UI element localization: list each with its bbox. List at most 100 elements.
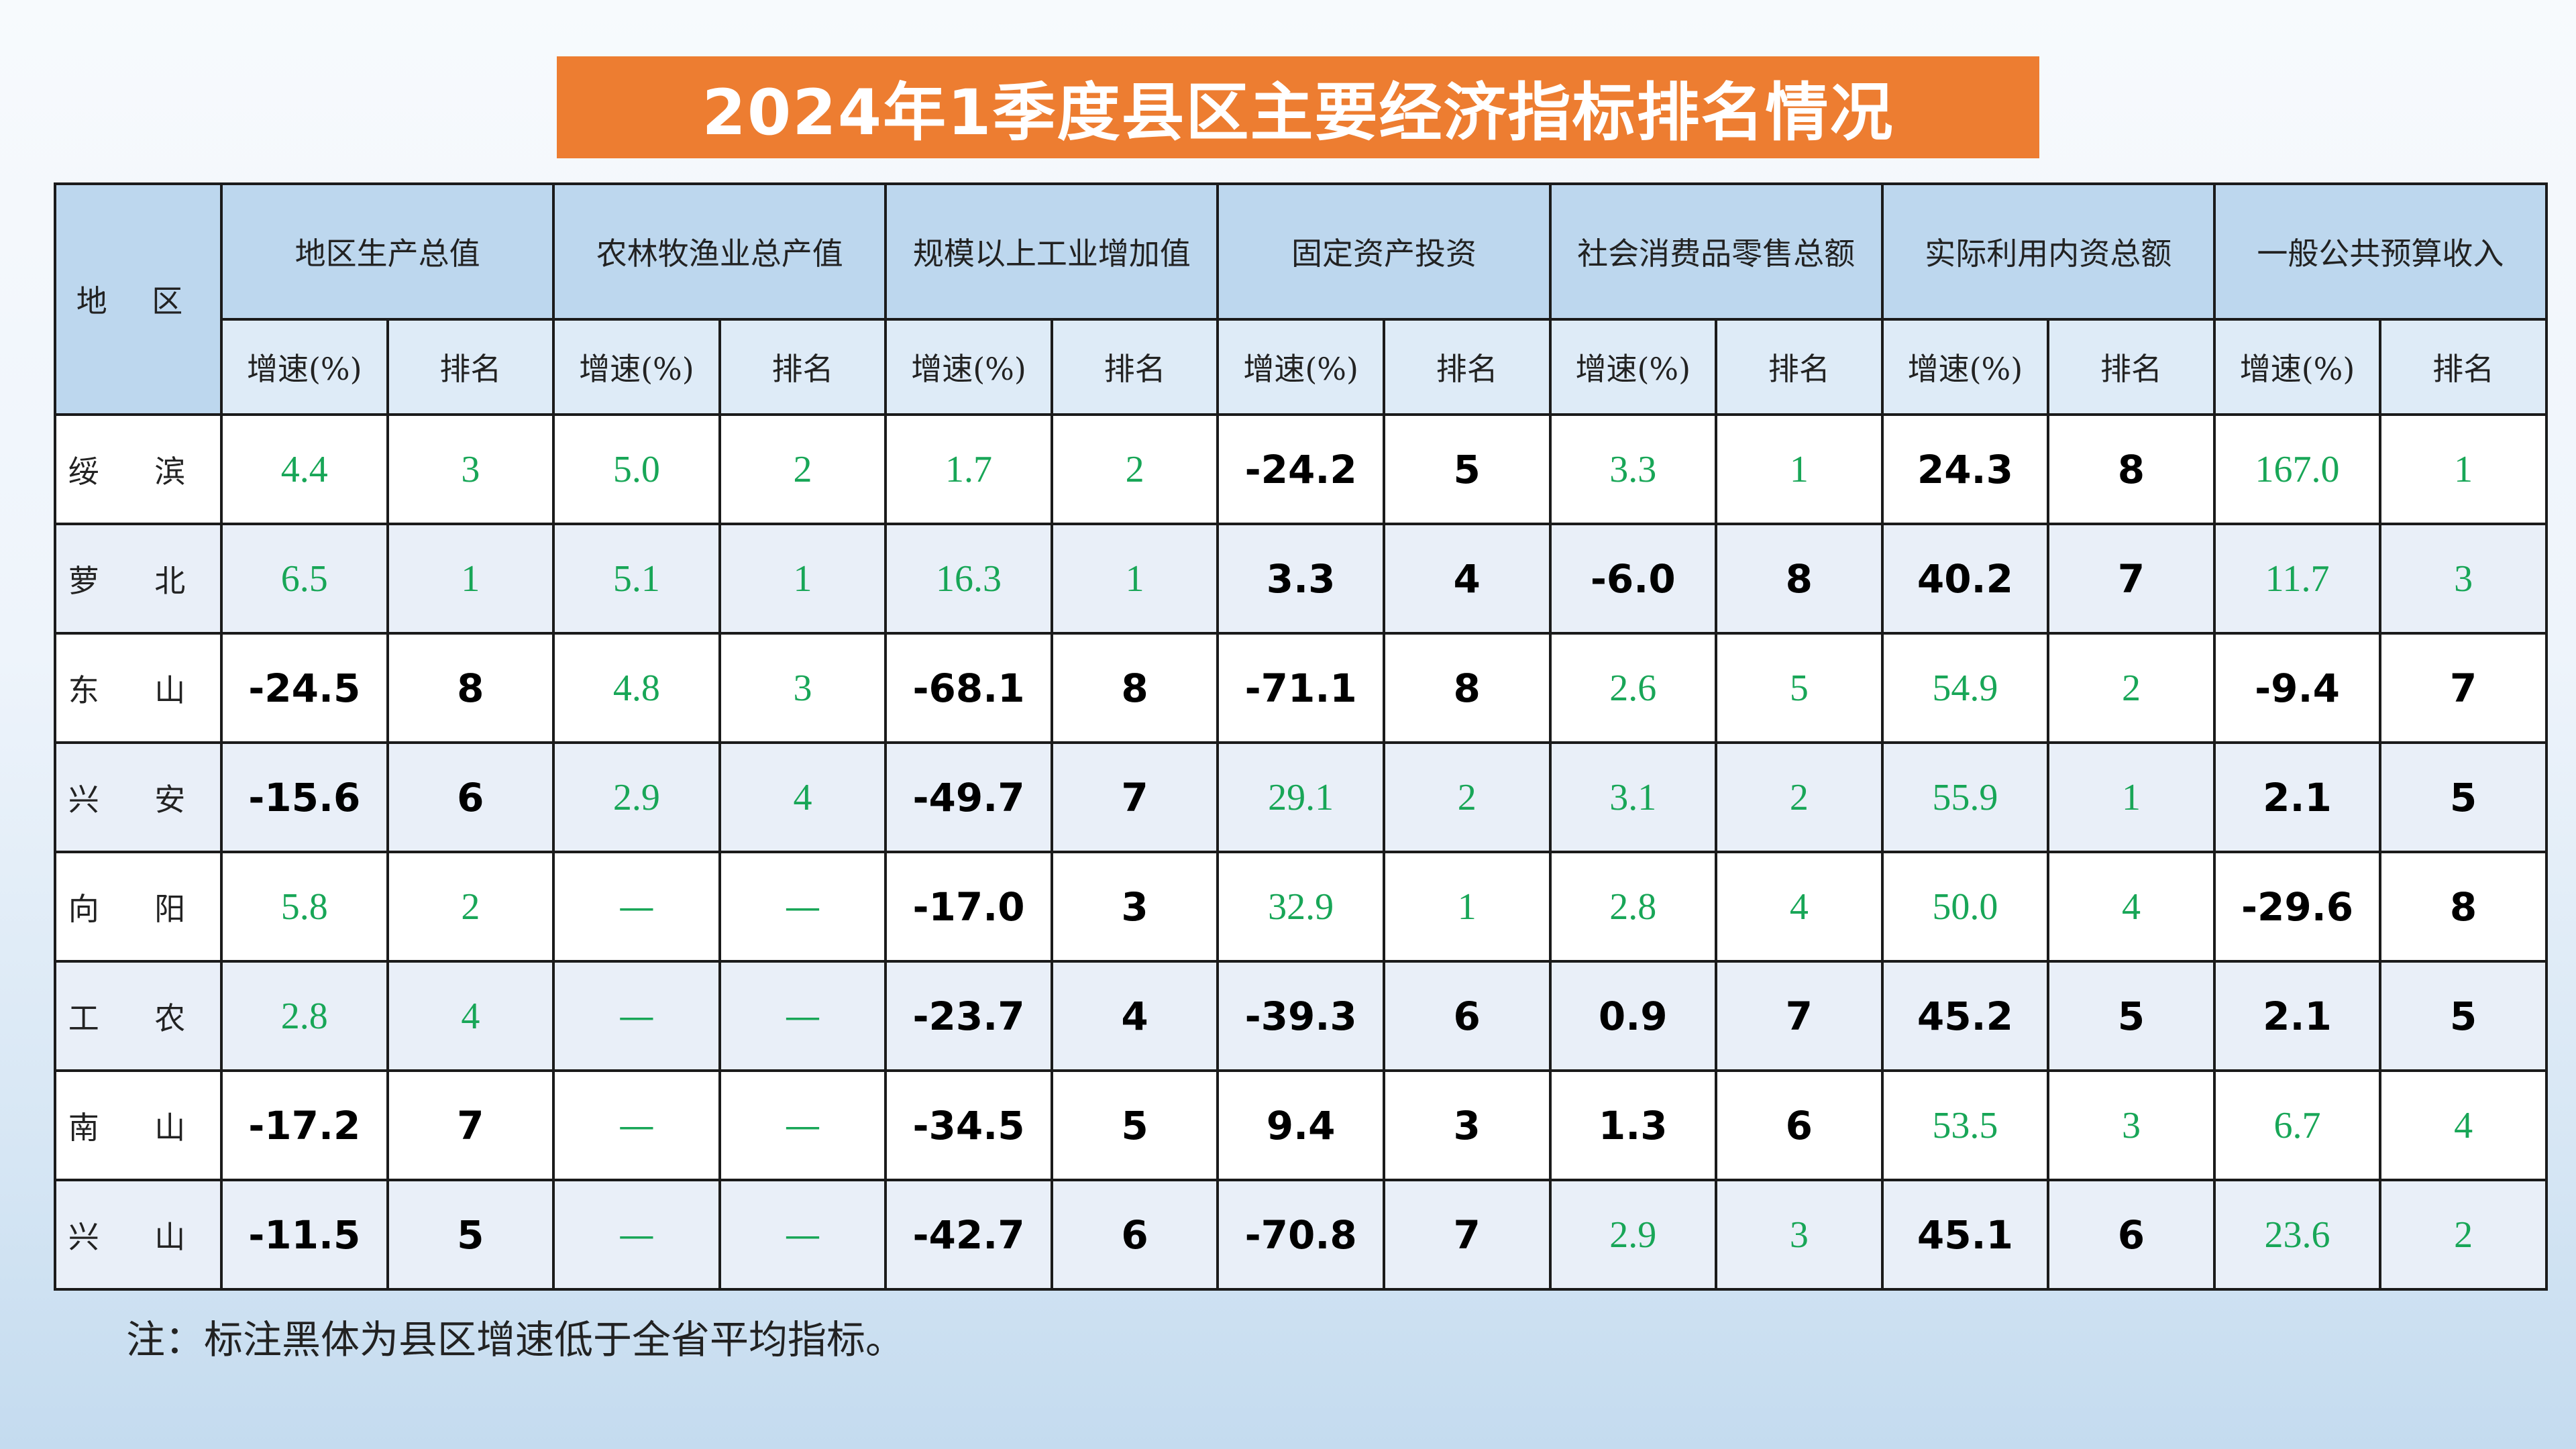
rank-cell: 6 [386,741,555,853]
region-name: 向 阳 [54,851,223,963]
rank-header: 排名 [718,318,888,416]
rank-cell: 5 [2379,960,2548,1072]
indicator-header: 实际利用内资总额 [1880,182,2216,321]
rank-cell: 1 [1382,851,1552,963]
rank-cell: 4 [386,960,555,1072]
growth-header: 增速(%) [552,318,721,416]
table-row: 南 山 -17.2 7— — -34.5 5 9.4 3 1.3 6 53.5 3 6.7 4 [54,1069,2548,1181]
growth-cell: -68.1 [884,632,1053,744]
table-row: 兴 安 -15.6 6 2.9 4 -49.7 7 29.1 2 3.1 2 55.9 1 2.1 5 [54,741,2548,853]
rank-cell: 6 [1050,1179,1220,1291]
rank-cell: — [718,1179,888,1291]
rank-cell: 3 [1715,1179,1884,1291]
rank-cell: 5 [2379,741,2548,853]
rank-cell: 4 [1050,960,1220,1072]
indicator-header: 固定资产投资 [1216,182,1552,321]
rank-cell: 5 [2047,960,2216,1072]
rank-cell: 3 [1050,851,1220,963]
rank-header: 排名 [2047,318,2216,416]
rank-cell: 3 [2379,523,2548,635]
growth-header: 增速(%) [1880,318,2050,416]
rank-cell: 2 [2047,632,2216,744]
rank-cell: — [718,960,888,1072]
table-row: 兴 山 -11.5 5— — -42.7 6 -70.8 7 2.9 3 45.1 6 23.6 2 [54,1179,2548,1291]
header-sub-row: 增速(%) 排名 增速(%) 排名 增速(%) 排名 增速(%) 排名 增速(%… [55,318,2548,416]
growth-cell: -49.7 [884,741,1053,853]
rank-cell: 7 [1050,741,1220,853]
growth-cell: 5.1 [552,523,721,635]
growth-cell: 16.3 [884,523,1053,635]
region-header: 地 区 [54,182,223,416]
growth-cell: -17.2 [220,1069,389,1181]
growth-cell: 54.9 [1880,632,2050,744]
growth-cell: 2.6 [1548,632,1718,744]
indicator-header: 一般公共预算收入 [2212,182,2548,321]
rank-cell: 3 [718,632,888,744]
growth-cell: 1.3 [1548,1069,1718,1181]
rank-cell: 1 [2047,741,2216,853]
growth-cell: -11.5 [220,1179,389,1291]
rank-cell: 7 [1715,960,1884,1072]
growth-cell: 6.7 [2212,1069,2382,1181]
rank-cell: 6 [2047,1179,2216,1291]
region-name: 兴 山 [54,1179,223,1291]
growth-cell: 11.7 [2212,523,2382,635]
indicator-table: 地 区 地区生产总值 农林牧渔业总产值 规模以上工业增加值 固定资产投资 社会消… [54,182,2548,1291]
rank-cell: 4 [2047,851,2216,963]
growth-header: 增速(%) [1216,318,1385,416]
table-row: 向 阳 5.8 2— — -17.0 3 32.9 1 2.8 4 50.0 4 -29.6 8 [54,851,2548,963]
growth-cell: -24.5 [220,632,389,744]
table-row: 萝 北 6.5 1 5.1 1 16.3 1 3.3 4 -6.0 8 40.2 7 11.7 3 [54,523,2548,635]
growth-cell: 24.3 [1880,413,2050,525]
growth-cell: 29.1 [1216,741,1385,853]
growth-cell: 2.1 [2212,960,2382,1072]
growth-cell: 55.9 [1880,741,2050,853]
rank-cell: 6 [1715,1069,1884,1181]
rank-cell: 8 [1382,632,1552,744]
rank-cell: 5 [386,1179,555,1291]
growth-cell: 40.2 [1880,523,2050,635]
growth-cell: — [552,851,721,963]
growth-cell: 2.8 [220,960,389,1072]
growth-cell: 2.1 [2212,741,2382,853]
growth-cell: -70.8 [1216,1179,1385,1291]
footnote: 注：标注黑体为县区增速低于全省平均指标。 [126,1317,905,1362]
growth-cell: 9.4 [1216,1069,1385,1181]
header-group-row: 地 区 地区生产总值 农林牧渔业总产值 规模以上工业增加值 固定资产投资 社会消… [54,182,2548,416]
table-row: 工 农 2.8 4— — -23.7 4 -39.3 6 0.9 7 45.2 5 2.1 5 [54,960,2548,1072]
rank-cell: 8 [2047,413,2216,525]
rank-cell: 2 [1050,413,1220,525]
growth-cell: 45.2 [1880,960,2050,1072]
rank-cell: 1 [386,523,555,635]
rank-cell: 2 [1382,741,1552,853]
growth-cell: — [552,1179,721,1291]
rank-cell: 7 [2379,632,2548,744]
growth-cell: -23.7 [884,960,1053,1072]
region-name: 萝 北 [54,523,223,635]
rank-cell: 2 [1715,741,1884,853]
growth-cell: 45.1 [1880,1179,2050,1291]
rank-cell: 2 [386,851,555,963]
rank-header: 排名 [1050,318,1220,416]
growth-cell: 167.0 [2212,413,2382,525]
growth-cell: 0.9 [1548,960,1718,1072]
region-name: 东 山 [54,632,223,744]
rank-cell: 3 [386,413,555,525]
growth-cell: -42.7 [884,1179,1053,1291]
growth-cell: 53.5 [1880,1069,2050,1181]
rank-cell: 4 [1715,851,1884,963]
growth-cell: 1.7 [884,413,1053,525]
growth-header: 增速(%) [2212,318,2382,416]
growth-cell: 4.4 [220,413,389,525]
rank-header: 排名 [1715,318,1884,416]
growth-cell: -17.0 [884,851,1053,963]
rank-cell: 8 [1050,632,1220,744]
growth-cell: 6.5 [220,523,389,635]
growth-cell: -6.0 [1548,523,1718,635]
rank-cell: 7 [386,1069,555,1181]
growth-cell: 2.9 [552,741,721,853]
growth-header: 增速(%) [220,318,389,416]
rank-header: 排名 [2379,318,2548,416]
region-name: 绥 滨 [54,413,223,525]
